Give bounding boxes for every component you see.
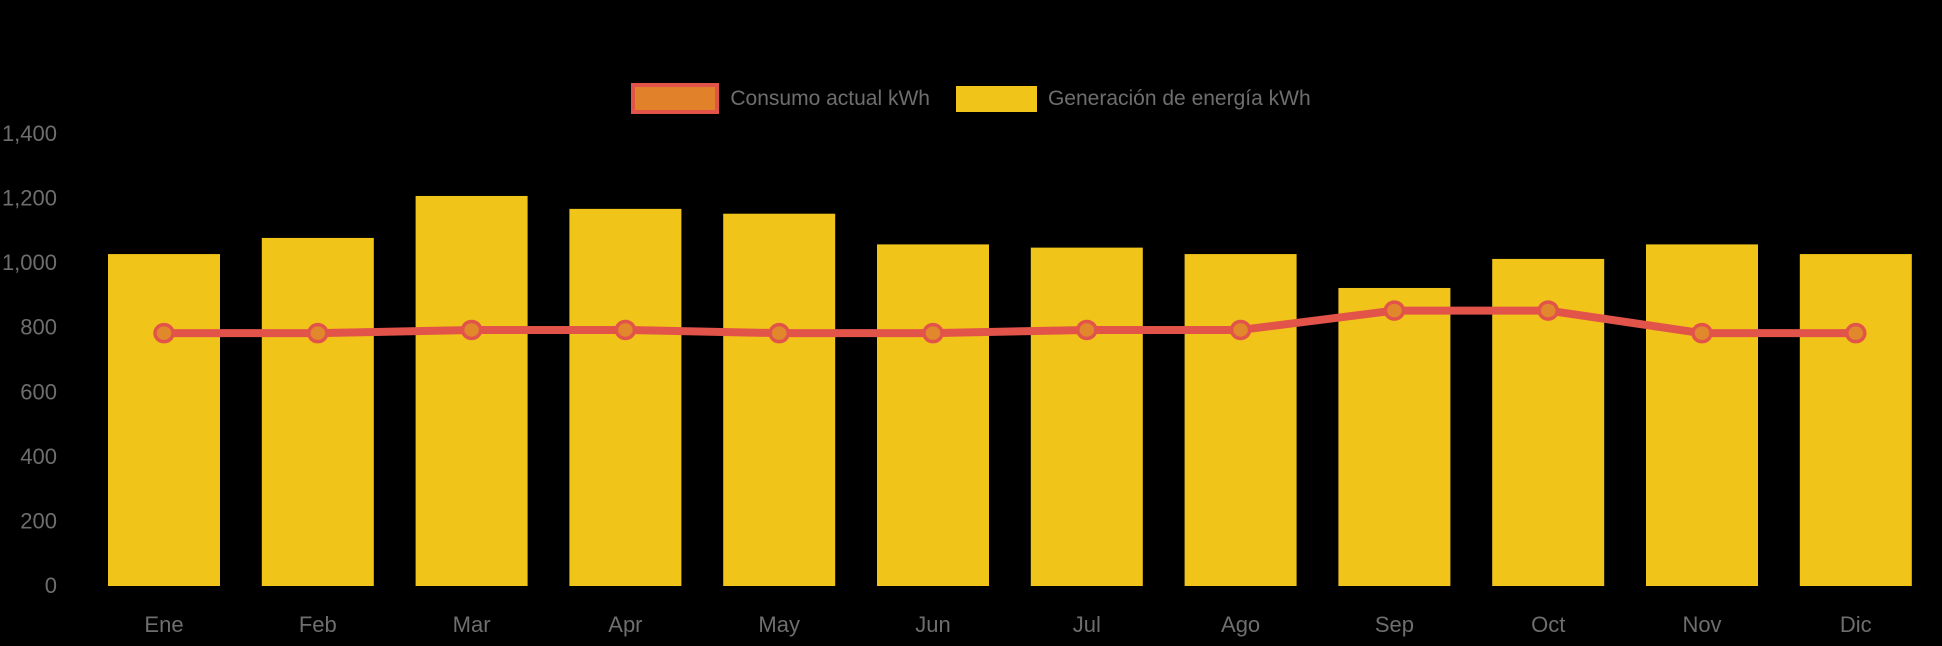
line-point-apr[interactable] bbox=[614, 319, 637, 341]
line-point-jun[interactable] bbox=[922, 322, 944, 344]
y-tick-label: 800 bbox=[20, 315, 57, 340]
x-tick-label: Ago bbox=[1221, 612, 1260, 637]
legend-item-consumo[interactable]: Consumo actual kWh bbox=[631, 83, 930, 114]
bar-sep[interactable] bbox=[1338, 287, 1451, 586]
legend-swatch-generacion bbox=[955, 85, 1037, 112]
x-tick-label: Sep bbox=[1375, 612, 1414, 637]
x-tick-label: Jul bbox=[1073, 612, 1101, 637]
x-tick-label: Jun bbox=[915, 612, 950, 637]
bar-nov[interactable] bbox=[1646, 244, 1758, 586]
line-point-ene[interactable] bbox=[153, 322, 175, 344]
bar-apr[interactable] bbox=[569, 208, 682, 586]
x-tick-label: May bbox=[758, 612, 800, 637]
line-point-jul[interactable] bbox=[1076, 319, 1098, 341]
bar-ago[interactable] bbox=[1184, 254, 1297, 587]
line-point-nov[interactable] bbox=[1691, 322, 1713, 344]
bar-may[interactable] bbox=[723, 213, 836, 586]
line-point-oct[interactable] bbox=[1537, 300, 1559, 321]
y-tick-label: 1,400 bbox=[2, 121, 57, 146]
consumption-line bbox=[160, 306, 1860, 338]
bar-mar[interactable] bbox=[415, 195, 528, 586]
x-tick-label: Oct bbox=[1531, 612, 1565, 637]
line-point-ago[interactable] bbox=[1229, 319, 1252, 341]
x-tick-label: Feb bbox=[299, 612, 337, 637]
line-point-mar[interactable] bbox=[460, 319, 483, 341]
line-point-feb[interactable] bbox=[307, 322, 329, 344]
line-point-sep[interactable] bbox=[1383, 300, 1406, 321]
x-tick-label: Ene bbox=[144, 612, 183, 637]
line-point-dic[interactable] bbox=[1845, 322, 1867, 344]
y-tick-label: 600 bbox=[20, 379, 57, 404]
legend-swatch-consumo bbox=[631, 83, 720, 114]
y-tick-label: 200 bbox=[20, 508, 57, 533]
bar-dic[interactable] bbox=[1799, 254, 1912, 587]
legend-item-generacion[interactable]: Generación de energía kWh bbox=[955, 85, 1311, 112]
bar-feb[interactable] bbox=[261, 237, 374, 586]
bar-ene[interactable] bbox=[108, 254, 220, 587]
y-tick-label: 400 bbox=[20, 444, 57, 469]
x-tick-label: Apr bbox=[608, 612, 642, 637]
y-tick-label: 1,000 bbox=[2, 250, 57, 275]
y-tick-label: 0 bbox=[45, 573, 57, 598]
bar-jun[interactable] bbox=[877, 244, 989, 586]
chart-legend: Consumo actual kWh Generación de energía… bbox=[0, 83, 1942, 114]
legend-label-consumo: Consumo actual kWh bbox=[730, 87, 930, 110]
line-point-may[interactable] bbox=[768, 322, 790, 344]
x-tick-label: Dic bbox=[1840, 612, 1872, 637]
legend-label-generacion: Generación de energía kWh bbox=[1047, 87, 1311, 110]
bar-jul[interactable] bbox=[1030, 247, 1143, 586]
x-tick-label: Nov bbox=[1682, 612, 1721, 637]
y-tick-label: 1,200 bbox=[2, 186, 57, 211]
x-tick-label: Mar bbox=[453, 612, 491, 637]
